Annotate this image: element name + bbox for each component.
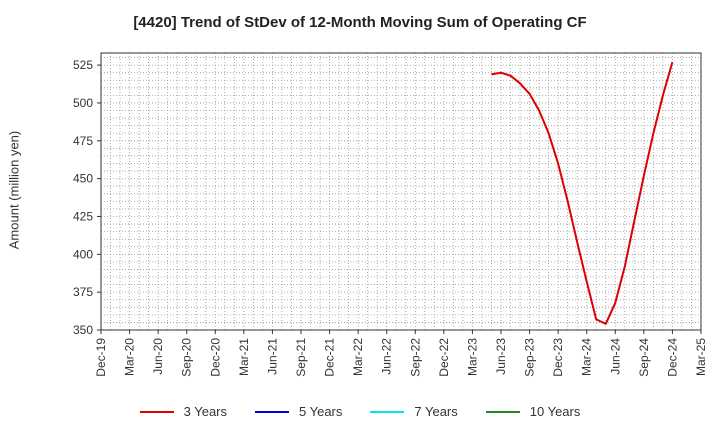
x-tick-label: Mar-24 [580, 338, 594, 376]
x-tick-label: Jun-23 [494, 338, 508, 375]
y-tick-label: 525 [73, 58, 93, 72]
x-tick-label: Dec-20 [208, 338, 222, 377]
x-tick-label: Mar-22 [351, 338, 365, 376]
legend-label: 10 Years [529, 404, 581, 419]
legend-item-10-years: 10 Years [485, 404, 581, 419]
y-tick-label: 425 [73, 209, 93, 223]
x-tick-label: Dec-24 [665, 338, 679, 377]
x-tick-label: Dec-19 [94, 338, 108, 377]
plot-frame [100, 52, 702, 331]
y-tick-label: 400 [73, 247, 93, 261]
legend-item-3-years: 3 Years [139, 404, 227, 419]
x-tick-label: Dec-23 [551, 338, 565, 377]
x-tick-label: Dec-22 [437, 338, 451, 377]
legend-label: 5 Years [299, 404, 343, 419]
y-tick-label: 475 [73, 134, 93, 148]
legend-label: 3 Years [183, 404, 227, 419]
chart-title: [4420] Trend of StDev of 12-Month Moving… [133, 14, 587, 31]
legend-swatch [485, 410, 520, 413]
x-tick-label: Dec-21 [323, 338, 337, 377]
x-tick-label: Mar-21 [237, 338, 251, 376]
y-tick-label: 375 [73, 285, 93, 299]
x-tick-label: Mar-23 [465, 338, 479, 376]
legend-item-5-years: 5 Years [255, 404, 342, 419]
y-tick-label: 500 [73, 96, 93, 110]
legend-swatch [255, 410, 289, 413]
legend-label: 7 Years [414, 404, 458, 419]
x-tick-label: Sep-24 [637, 338, 651, 377]
x-tick-label: Sep-21 [294, 338, 308, 377]
legend: 3 Years 5 Years 7 Years 10 Years [0, 404, 720, 419]
x-tick-label: Mar-25 [694, 338, 708, 376]
y-tick-label: 450 [73, 172, 93, 186]
x-tick-label: Sep-20 [180, 338, 194, 377]
legend-swatch [139, 410, 174, 413]
series-line-3-years [491, 61, 674, 325]
x-tick-label: Jun-21 [265, 338, 279, 375]
legend-swatch [370, 410, 405, 413]
x-tick-label: Jun-24 [608, 338, 622, 375]
x-tick-label: Jun-22 [380, 338, 394, 375]
x-tick-label: Jun-20 [151, 338, 165, 375]
x-tick-label: Sep-23 [523, 338, 537, 377]
x-tick-label: Sep-22 [408, 338, 422, 377]
legend-item-7-years: 7 Years [370, 404, 458, 419]
y-tick-label: 350 [73, 323, 93, 337]
x-tick-label: Mar-20 [123, 338, 137, 376]
